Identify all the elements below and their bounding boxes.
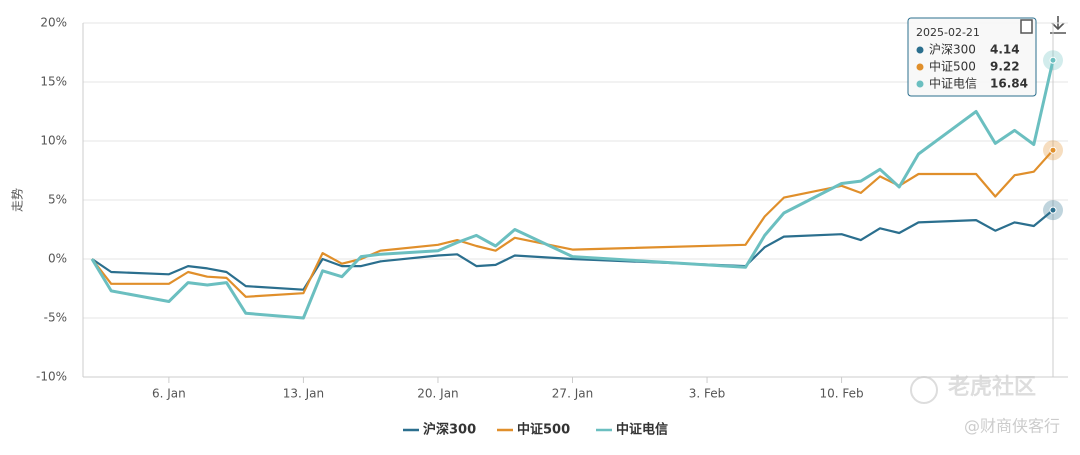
watermark: @财商侠客行 — [964, 417, 1060, 436]
watermark: 老虎社区 — [947, 374, 1036, 400]
tooltip-dot — [916, 63, 924, 71]
hover-point — [1049, 146, 1057, 154]
legend-label: 中证500 — [517, 422, 570, 438]
legend-item[interactable]: 沪深300 — [403, 422, 476, 438]
series-line — [91, 149, 1054, 298]
watermark-logo — [910, 376, 938, 404]
tooltip-name: 中证500 — [929, 59, 976, 74]
x-tick-label: 10. Feb — [820, 387, 864, 401]
copy-icon[interactable] — [1020, 19, 1033, 34]
legend: 沪深300 中证500 中证电信 — [403, 422, 668, 438]
y-tick-label: 5% — [48, 193, 67, 207]
tooltip-dot — [916, 46, 924, 54]
tooltip-date: 2025-02-21 — [916, 26, 980, 39]
y-axis-label: 走势 — [11, 188, 25, 212]
y-tick-label: 15% — [40, 75, 67, 89]
tooltip-value: 9.22 — [990, 60, 1020, 74]
x-tick-label: 3. Feb — [689, 387, 726, 401]
tooltip-value: 4.14 — [990, 43, 1020, 57]
legend-item[interactable]: 中证电信 — [596, 422, 668, 438]
x-tick-label: 13. Jan — [283, 387, 324, 401]
hover-point — [1049, 56, 1057, 64]
tooltip-name: 沪深300 — [929, 43, 976, 57]
tooltip: 2025-02-21 沪深300 4.14 中证500 9.22 中证电信 16.84 — [907, 17, 1037, 97]
y-tick-label: 0% — [48, 252, 67, 266]
tooltip-name: 中证电信 — [929, 76, 977, 91]
tooltip-dot — [916, 80, 924, 88]
legend-item[interactable]: 中证500 — [497, 422, 570, 438]
copy-icon-shape — [1020, 19, 1033, 34]
y-tick-label: 20% — [40, 16, 67, 30]
y-tick-label: 10% — [40, 134, 67, 148]
tooltip-box — [907, 17, 1037, 97]
y-tick-label: -5% — [44, 311, 67, 325]
x-tick-label: 27. Jan — [552, 387, 593, 401]
y-tick-label: -10% — [36, 370, 67, 384]
legend-label: 中证电信 — [616, 422, 668, 438]
legend-label: 沪深300 — [423, 422, 476, 438]
x-tick-label: 6. Jan — [152, 387, 186, 401]
x-tick-label: 20. Jan — [417, 387, 458, 401]
hover-point — [1049, 206, 1057, 214]
series-line — [91, 209, 1054, 291]
download-icon[interactable] — [1050, 16, 1066, 34]
series-line — [90, 59, 1055, 320]
tooltip-value: 16.84 — [990, 77, 1028, 91]
